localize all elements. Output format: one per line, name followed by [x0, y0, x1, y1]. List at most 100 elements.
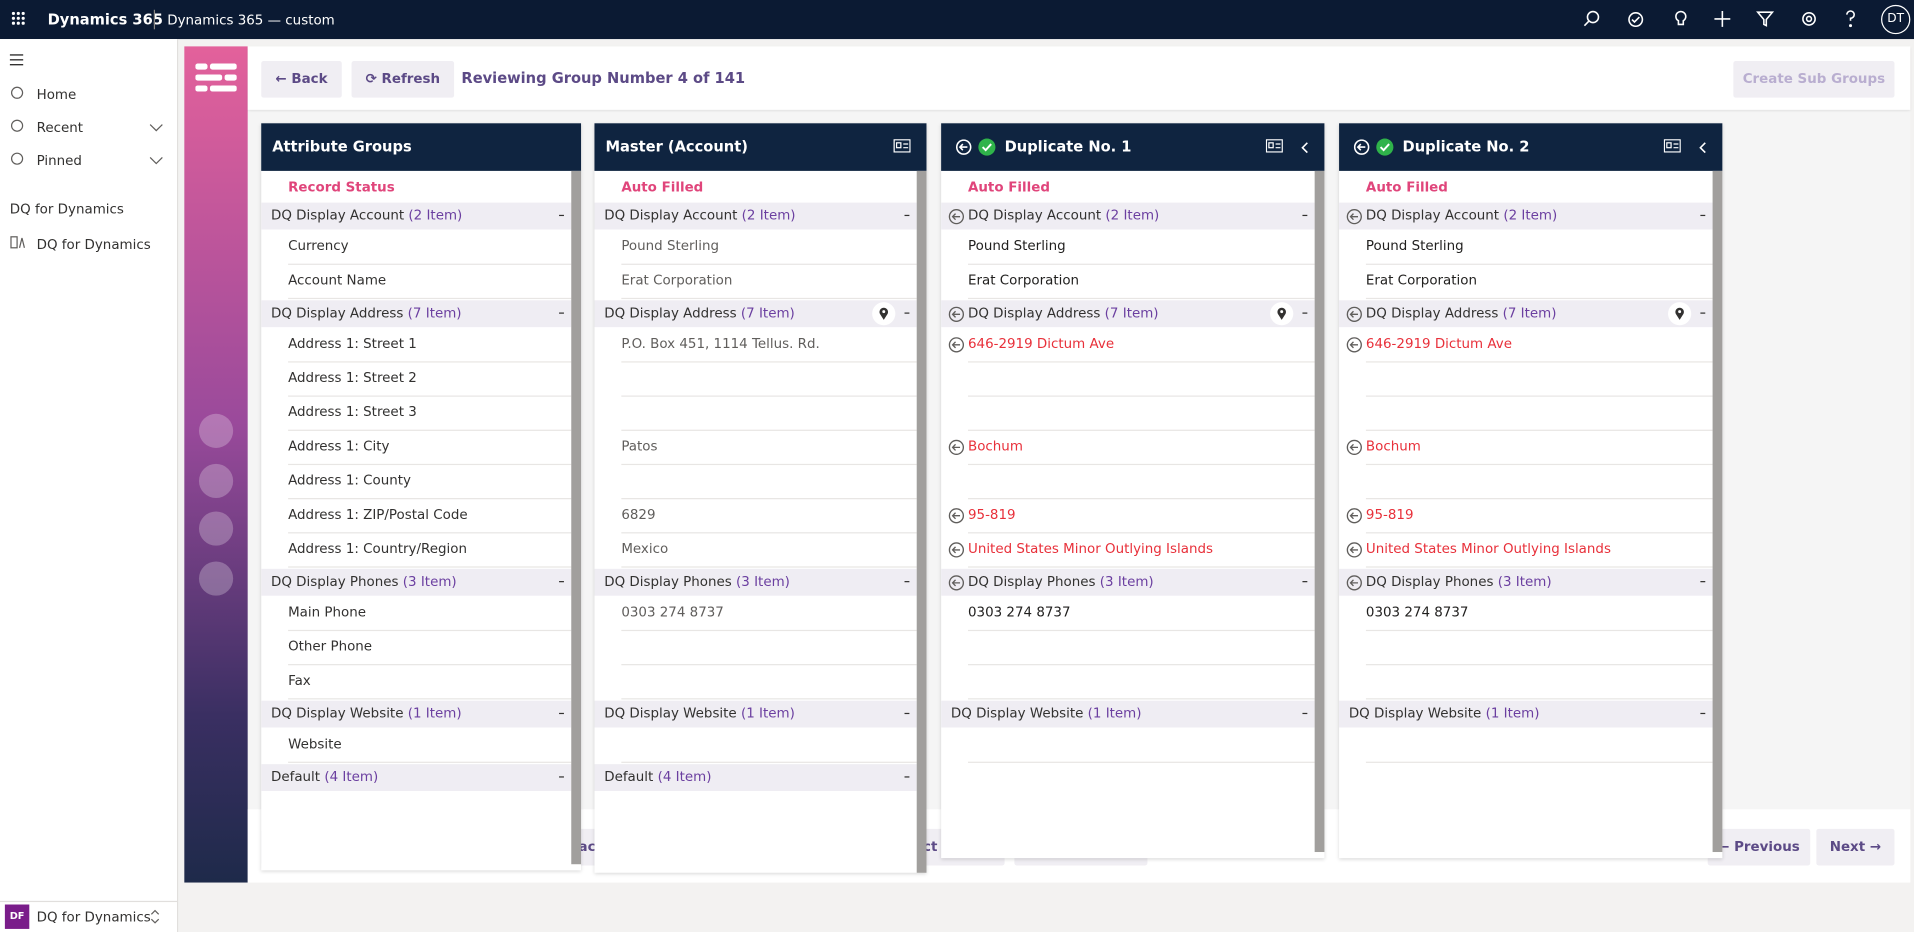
group-count: (7 Item)	[740, 305, 795, 322]
group-count: (2 Item)	[408, 207, 463, 224]
group-header: Default (4 Item)	[261, 764, 572, 791]
group-header: DQ Display Website (1 Item)	[1339, 700, 1713, 728]
field-value: Address 1: Country/Region	[288, 540, 467, 557]
group-name: DQ Display Phones	[1365, 573, 1494, 590]
app-launcher[interactable]	[11, 11, 26, 26]
restore-value-icon	[1346, 508, 1362, 528]
collapse-group[interactable]	[904, 581, 910, 583]
value-row: Currency	[288, 229, 572, 265]
field-value: Patos	[621, 438, 658, 455]
top-icons[interactable]	[1575, 7, 1868, 31]
value-row	[967, 395, 1315, 431]
group-header: DQ Display Account (2 Item)	[941, 202, 1315, 230]
value-row	[621, 728, 917, 763]
value-row: Address 1: Street 1	[288, 327, 572, 363]
collapse-group[interactable]	[904, 712, 910, 715]
collapse-group[interactable]	[1700, 581, 1706, 583]
collapse-group[interactable]	[904, 214, 910, 217]
user-avatar[interactable]: DT	[1881, 4, 1911, 35]
group-label: DQ Display Address (7 Item)	[271, 300, 462, 327]
field-value: Currency	[288, 238, 349, 254]
collapse-group[interactable]	[1700, 312, 1706, 314]
collapse-group[interactable]	[559, 312, 564, 314]
nav-item[interactable]: Home	[36, 86, 77, 103]
collapse-group[interactable]	[1700, 712, 1706, 715]
value-row: 95-819	[967, 498, 1315, 534]
field-value: 0303 274 8737	[1365, 604, 1469, 621]
field-value: 0303 274 8737	[621, 604, 724, 621]
collapse-group[interactable]	[559, 581, 564, 583]
collapse-group[interactable]	[1302, 712, 1308, 715]
nav-item[interactable]: Recent	[36, 119, 84, 136]
group-label: DQ Display Address (7 Item)	[1366, 300, 1557, 327]
previous-button[interactable]: ← Previous	[1707, 828, 1811, 866]
area-label: DQ for Dynamics	[36, 909, 151, 926]
hamburger[interactable]	[9, 54, 25, 66]
nav-icon	[10, 118, 25, 136]
group-name: DQ Display Address	[1365, 305, 1499, 322]
value-row: Erat Corporation	[621, 264, 917, 300]
conflict-value: 646-2919 Dictum Ave	[1365, 335, 1513, 352]
column: Attribute Groups Record Status DQ Display …	[261, 123, 582, 871]
value-row: 6829	[621, 498, 917, 534]
collapse-group[interactable]	[559, 776, 564, 778]
scrollbar	[571, 170, 582, 865]
sidebar-home[interactable]	[198, 413, 234, 448]
collapse-group[interactable]	[904, 776, 910, 778]
field-value: Erat Corporation	[967, 272, 1080, 289]
field-value: Pound Sterling	[967, 238, 1066, 254]
refresh-button[interactable]: ⟳ Refresh	[351, 61, 455, 98]
group-name: DQ Display Website	[604, 705, 737, 722]
group-name: DQ Display Phones	[967, 573, 1096, 590]
sidebar-rules[interactable]	[198, 511, 234, 546]
value-row: Mexico	[621, 532, 917, 568]
group-header: Default (4 Item)	[594, 764, 917, 791]
collapse-group[interactable]	[1302, 214, 1308, 217]
area-switcher[interactable]: DF DQ for Dynamics	[0, 900, 177, 932]
field-value: Address 1: City	[288, 438, 390, 455]
sidebar-help[interactable]	[198, 561, 234, 596]
group-label: DQ Display Address (7 Item)	[604, 300, 795, 327]
nav-item[interactable]: DQ for Dynamics	[36, 236, 151, 253]
group-header: DQ Display Address (7 Item)	[594, 300, 917, 328]
group-name: DQ Display Account	[1365, 207, 1500, 224]
group-count: (7 Item)	[1104, 305, 1159, 322]
column-body: Auto Filled DQ Display Account (2 Item) Po…	[1339, 171, 1722, 858]
previous-label: Previous	[1734, 838, 1800, 855]
value-row	[1365, 664, 1713, 700]
column-body: Auto Filled DQ Display Account (2 Item) Po…	[941, 171, 1324, 858]
value-row: Other Phone	[288, 630, 572, 666]
scrollbar	[1712, 170, 1723, 853]
back-button[interactable]: ← Back	[261, 61, 342, 98]
value-row	[621, 395, 917, 431]
column-header: Master (Account)	[594, 123, 927, 171]
column-title: Master (Account)	[605, 137, 748, 156]
field-value: Fax	[288, 672, 311, 689]
restore-group-icon	[1346, 305, 1362, 332]
group-count: (1 Item)	[407, 705, 462, 722]
sidebar-settings[interactable]	[198, 463, 234, 499]
group-label: DQ Display Phones (3 Item)	[1366, 569, 1552, 596]
collapse-group[interactable]	[1302, 581, 1308, 583]
value-row: P.O. Box 451, 1114 Tellus. Rd.	[621, 327, 917, 363]
field-value: Address 1: Street 3	[288, 404, 417, 420]
nav-item[interactable]: Pinned	[36, 152, 82, 169]
group-count: (7 Item)	[1502, 305, 1557, 322]
collapse-group[interactable]	[559, 214, 564, 217]
field-value: Address 1: Street 2	[288, 369, 417, 386]
nav-chevron	[149, 154, 164, 170]
restore-group-icon	[1346, 208, 1362, 235]
collapse-group[interactable]	[559, 712, 564, 715]
value-row: Website	[288, 728, 572, 763]
switch-icon	[150, 909, 160, 924]
column: Duplicate No. 1 Auto Filled DQ Display Acc…	[941, 123, 1325, 859]
collapse-group[interactable]	[904, 312, 910, 314]
collapse-group[interactable]	[1302, 312, 1308, 314]
group-label: DQ Display Website (1 Item)	[1349, 701, 1540, 728]
column-body: Record Status DQ Display Account (2 Item)…	[261, 171, 581, 870]
create-sub-groups-button[interactable]: Create Sub Groups	[1733, 61, 1895, 98]
conflict-value: 95-819	[1365, 506, 1414, 523]
collapse-group[interactable]	[1700, 214, 1706, 217]
value-row: Pound Sterling	[621, 229, 917, 265]
next-button[interactable]: Next →	[1816, 828, 1895, 866]
